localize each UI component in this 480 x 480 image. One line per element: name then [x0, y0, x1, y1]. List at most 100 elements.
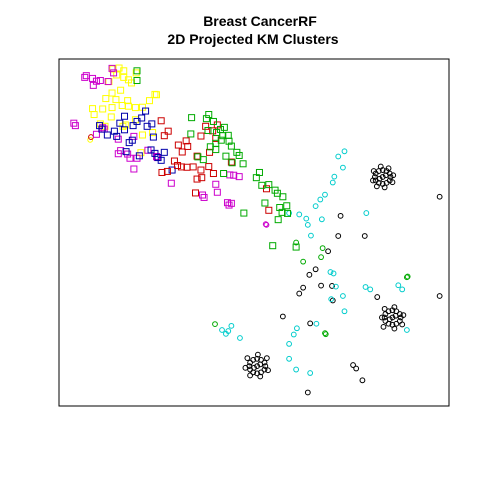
scatter-point-square [184, 142, 192, 150]
scatter-point-circle [296, 211, 303, 218]
scatter-point-square [124, 97, 132, 105]
scatter-point-square [205, 163, 213, 171]
scatter-point-circle [237, 335, 243, 341]
scatter-point-square [199, 191, 207, 199]
scatter-point-square [202, 115, 210, 123]
scatter-point-square [228, 159, 236, 167]
scatter-point-square [121, 126, 129, 134]
scatter-point-square [122, 148, 130, 156]
points-layer [70, 64, 443, 396]
scatter-point-square [239, 160, 247, 168]
chart-title: Breast CancerRF [203, 13, 317, 29]
scatter-point-square [235, 151, 243, 159]
plot-area-frame [58, 58, 450, 407]
scatter-point-circle [318, 282, 324, 289]
scatter-point-circle [325, 248, 332, 255]
scatter-point-circle [379, 174, 386, 180]
scatter-point-square [110, 69, 118, 77]
scatter-point-square [209, 117, 217, 125]
scatter-point-circle [255, 351, 261, 358]
scatter-point-square [163, 167, 171, 175]
scatter-point-square [89, 105, 97, 113]
scatter-point-square [276, 204, 284, 212]
scatter-point-circle [379, 314, 385, 321]
scatter-point-square [129, 122, 137, 130]
scatter-point-circle [296, 290, 303, 297]
scatter-point-square [227, 158, 235, 166]
scatter-point-circle [307, 370, 314, 376]
scatter-point-square [142, 107, 150, 115]
scatter-point-square [96, 120, 104, 128]
scatter-point-circle [318, 216, 325, 223]
scatter-point-square [220, 170, 228, 178]
scatter-point-square [167, 179, 175, 187]
scatter-point-square [157, 117, 165, 125]
scatter-point-square [197, 132, 205, 140]
scatter-point-square [292, 243, 300, 251]
scatter-point-square [89, 81, 97, 89]
scatter-point-circle [329, 297, 336, 304]
scatter-point-square [284, 209, 292, 217]
scatter-point-square [217, 136, 225, 144]
scatter-point-square [149, 129, 157, 137]
scatter-point-square [202, 122, 210, 130]
scatter-point-circle [254, 363, 261, 370]
scatter-point-square [212, 146, 220, 154]
scatter-point-circle [319, 245, 326, 252]
scatter-point-square [149, 133, 157, 141]
scatter-point-square [205, 111, 213, 119]
scatter-point-circle [322, 191, 328, 198]
scatter-point-square [133, 117, 141, 125]
scatter-point-circle [436, 293, 443, 299]
scatter-point-square [225, 137, 233, 145]
scatter-point-square [70, 119, 78, 127]
scatter-point-square [151, 90, 159, 98]
scatter-point-square [145, 97, 153, 105]
scatter-point-square [121, 112, 129, 120]
scatter-point-square [126, 154, 134, 162]
scatter-point-square [124, 150, 132, 158]
scatter-point-square [108, 104, 116, 112]
scatter-point-circle [333, 283, 339, 290]
scatter-point-circle [376, 175, 383, 182]
scatter-point-circle [399, 286, 406, 293]
scatter-point-circle [382, 172, 389, 179]
scatter-point-circle [381, 314, 388, 321]
scatter-point-square [107, 113, 115, 121]
scatter-point-square [158, 168, 166, 176]
scatter-point-square [279, 193, 287, 201]
scatter-point-square [130, 165, 138, 173]
scatter-point-circle [261, 366, 268, 373]
scatter-point-square [112, 96, 120, 104]
scatter-point-circle [359, 377, 366, 384]
scatter-point-square [133, 77, 141, 85]
scatter-point-circle [265, 367, 271, 374]
scatter-point-circle [223, 330, 229, 337]
scatter-point-square [223, 199, 231, 207]
scatter-point-square [110, 127, 118, 135]
scatter-point-circle [300, 284, 307, 291]
scatter-point-square [103, 131, 111, 139]
scatter-point-square [283, 202, 291, 210]
scatter-point-circle [370, 177, 376, 184]
scatter-point-square [96, 77, 104, 85]
scatter-point-circle [317, 196, 324, 203]
scatter-point-circle [330, 270, 337, 277]
scatter-point-circle [392, 312, 399, 319]
scatter-point-circle [303, 215, 310, 222]
scatter-point-square [240, 209, 248, 217]
scatter-point-circle [306, 271, 313, 278]
scatter-point-circle [363, 210, 370, 216]
scatter-point-square [189, 163, 197, 171]
scatter-point-circle [294, 325, 300, 332]
scatter-point-square [188, 114, 196, 122]
scatter-point-circle [318, 254, 324, 261]
scatter-point-circle [257, 361, 264, 368]
scatter-point-square [187, 130, 195, 138]
scatter-point-circle [254, 355, 261, 362]
scatter-point-square [113, 132, 121, 140]
scatter-point-circle [377, 163, 384, 170]
scatter-point-circle [361, 233, 368, 239]
scatter-point-circle [290, 331, 297, 338]
